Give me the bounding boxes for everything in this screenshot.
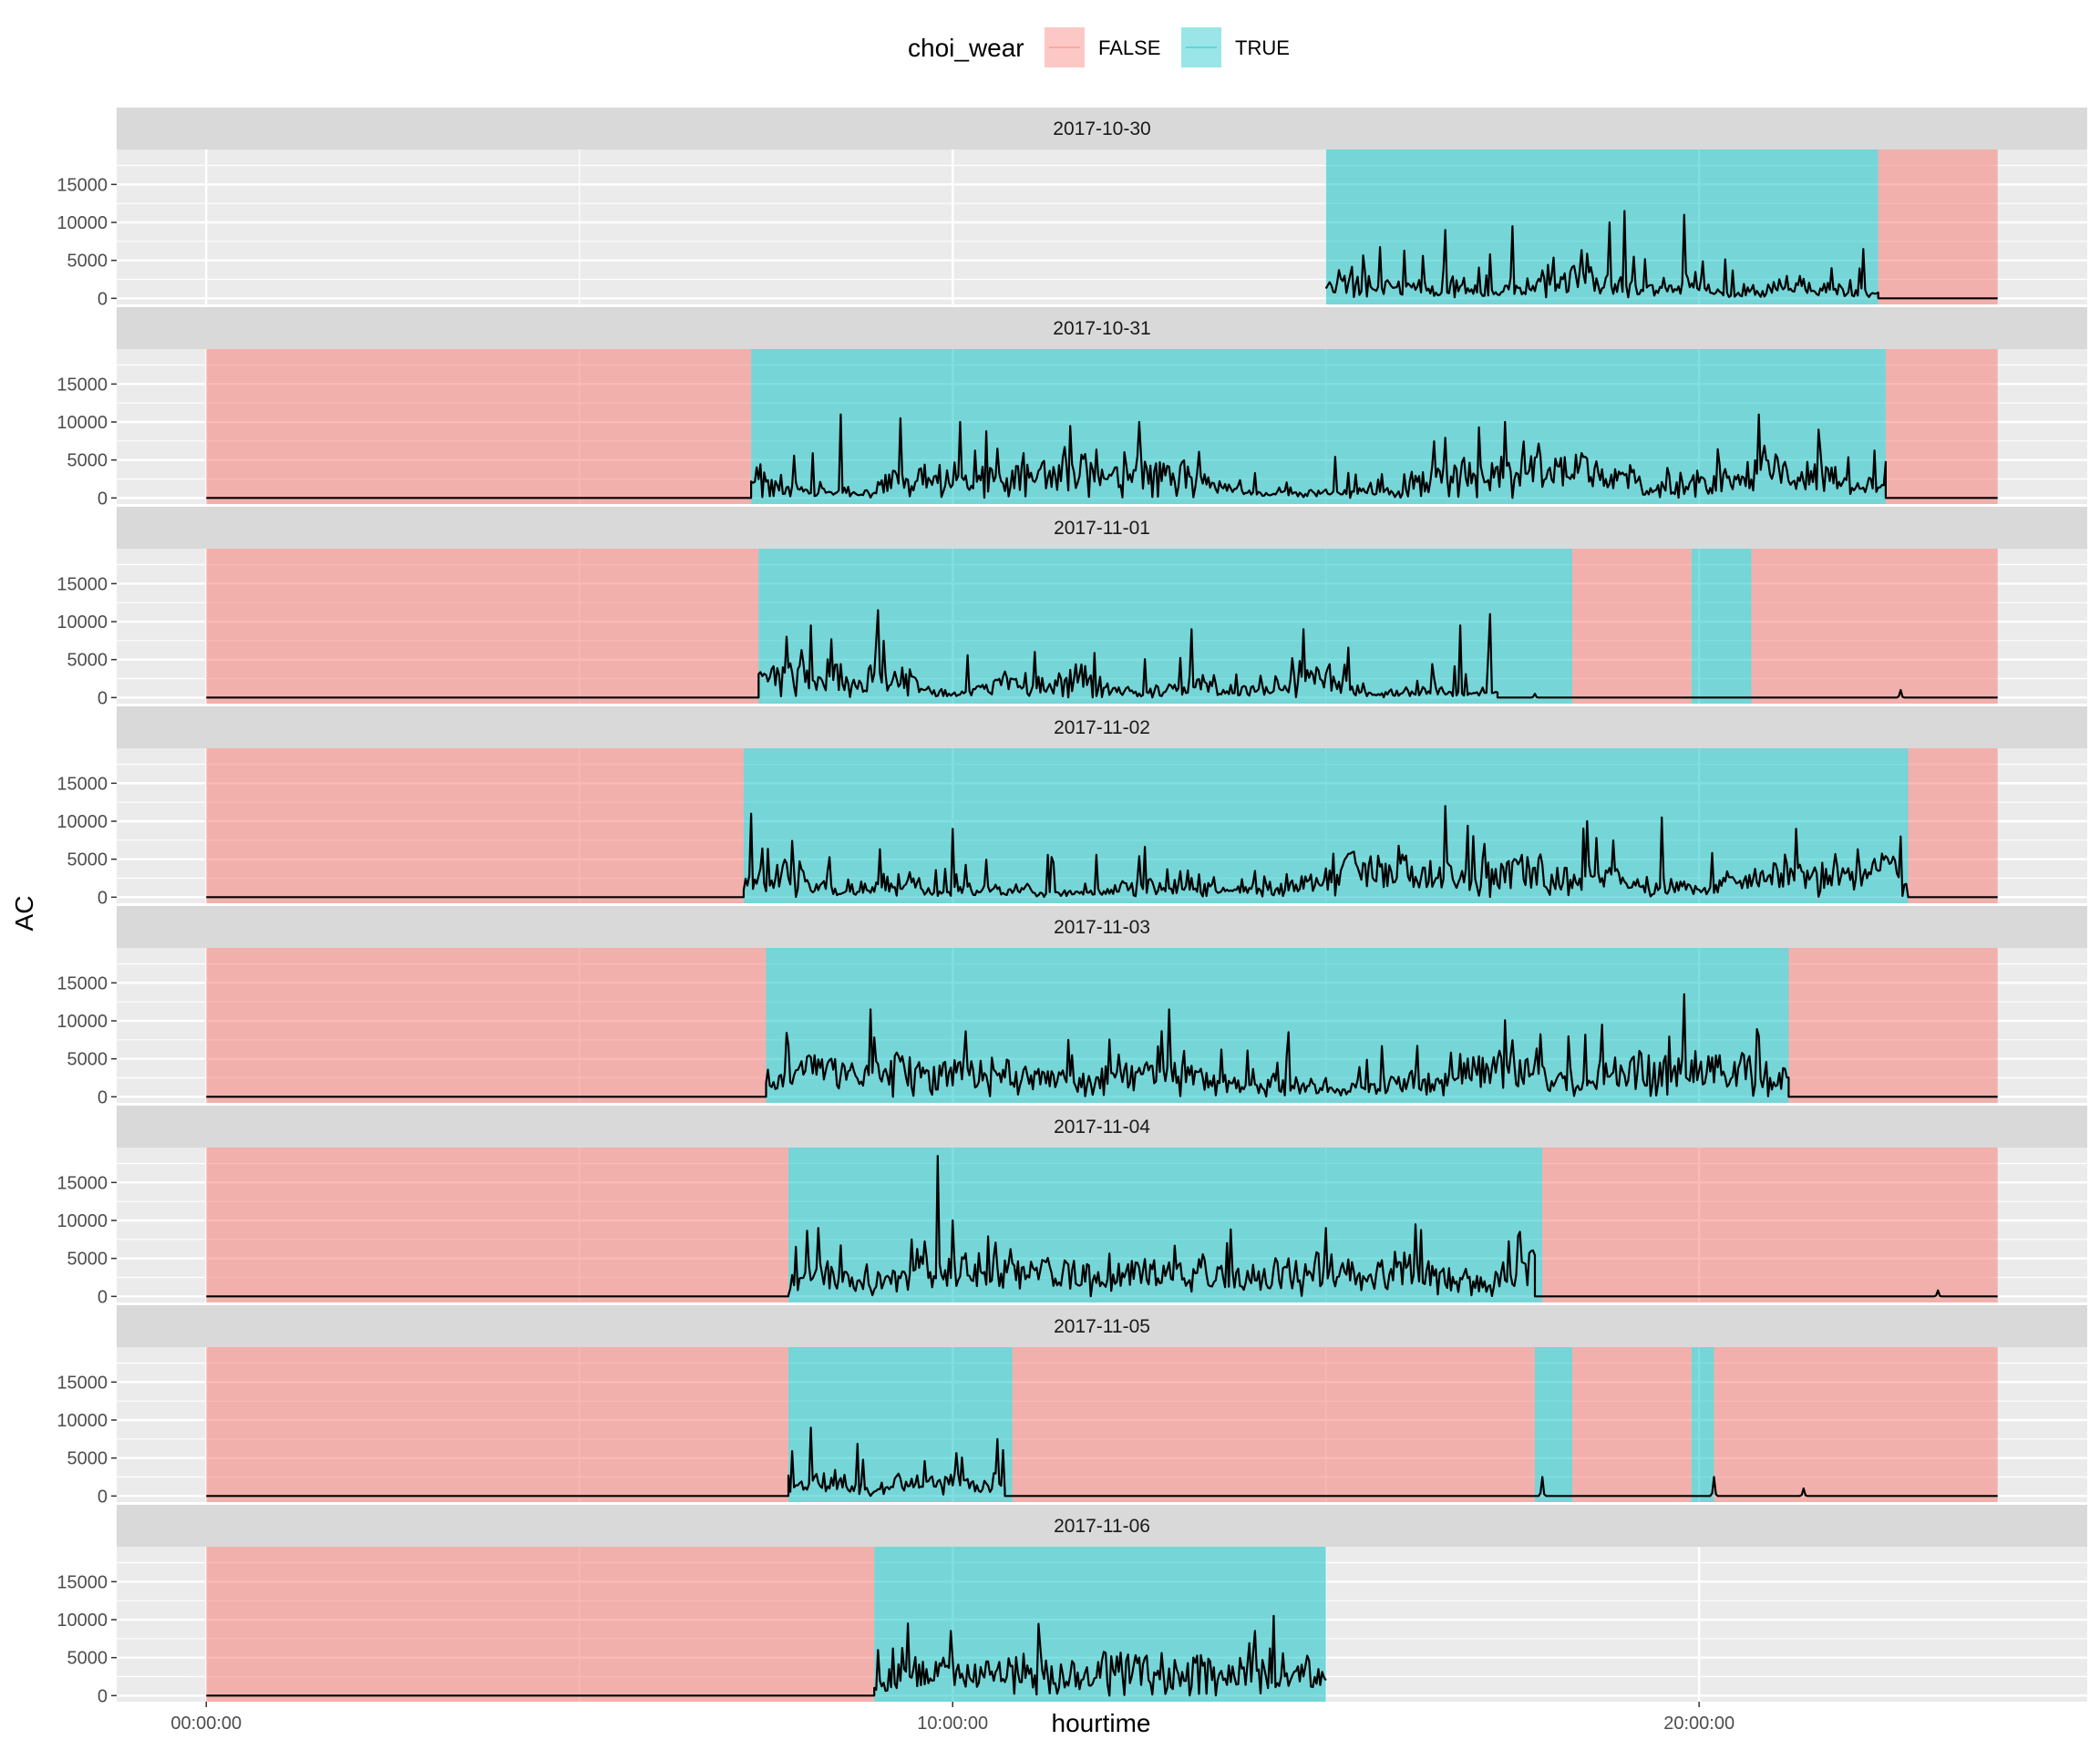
y-tick-label: 5000	[67, 252, 108, 272]
facet-strip-label: 2017-11-05	[1054, 1316, 1150, 1337]
wear-period-false	[1571, 549, 1692, 704]
facet-strip-label: 2017-10-31	[1053, 318, 1150, 339]
y-tick-label: 10000	[57, 213, 108, 233]
y-tick-label: 15000	[57, 973, 108, 993]
y-tick-label: 10000	[57, 612, 108, 633]
facet-strip	[117, 706, 2087, 748]
wear-period-false	[1788, 948, 1998, 1103]
y-tick-label: 10000	[57, 812, 108, 832]
y-tick-label: 15000	[57, 175, 108, 195]
facet-strip	[117, 108, 2087, 149]
facet-panel: 2017-11-02 0 5000 10000 15000	[57, 706, 2087, 908]
facet-strip-label: 2017-11-04	[1054, 1117, 1150, 1138]
wear-period-false	[206, 1547, 875, 1702]
y-tick-label: 10000	[57, 1411, 108, 1431]
ac-line	[1324, 210, 1998, 300]
facet-strip-label: 2017-10-30	[1053, 118, 1150, 139]
ac-line	[206, 1614, 1327, 1697]
ac-line	[206, 993, 1998, 1098]
wear-period-false	[206, 748, 744, 903]
facet-panels: 2017-10-30 0 5000 10000 15000 2017-10-31 0 5000…	[57, 108, 2087, 1706]
y-axis-title: AC	[10, 896, 38, 932]
facet-strip	[117, 507, 2087, 549]
y-tick-label: 5000	[67, 1649, 108, 1669]
y-tick-label: 0	[98, 1487, 108, 1507]
facet-panel: 2017-10-31 0 5000 10000 15000	[57, 307, 2087, 509]
wear-period-false	[206, 948, 767, 1103]
y-tick-label: 0	[98, 1087, 108, 1107]
facet-strip	[117, 1505, 2087, 1547]
facet-strip	[117, 307, 2087, 349]
x-axis-title: hourtime	[1052, 1709, 1151, 1737]
y-tick-label: 5000	[67, 1449, 108, 1469]
legend-label-false: FALSE	[1098, 36, 1160, 59]
x-tick-label: 10:00:00	[917, 1714, 988, 1734]
wear-period-false	[206, 1148, 789, 1302]
y-tick-label: 15000	[57, 375, 108, 395]
legend: choi_wear FALSE TRUE	[908, 27, 1290, 67]
y-tick-label: 5000	[67, 850, 108, 870]
y-tick-label: 15000	[57, 574, 108, 594]
y-tick-label: 0	[98, 888, 108, 908]
wear-period-false	[1542, 1148, 1998, 1302]
y-tick-label: 0	[98, 688, 108, 708]
x-tick-label: 00:00:00	[170, 1714, 242, 1734]
y-tick-label: 15000	[57, 1173, 108, 1193]
wear-period-true	[1325, 149, 1879, 304]
wear-period-true	[1534, 1347, 1572, 1502]
facet-strip	[117, 1305, 2087, 1347]
legend-entry-true: TRUE	[1181, 27, 1290, 67]
ac-line	[206, 413, 1998, 499]
wear-period-false	[1714, 1347, 1998, 1502]
ac-line	[206, 1426, 1998, 1498]
wear-period-false	[206, 549, 759, 704]
wear-period-false	[1878, 149, 1998, 304]
facet-panel: 2017-11-04 0 5000 10000 15000	[57, 1106, 2087, 1307]
y-tick-label: 15000	[57, 1572, 108, 1592]
y-tick-label: 5000	[67, 1250, 108, 1270]
y-tick-label: 15000	[57, 774, 108, 794]
y-tick-label: 0	[98, 289, 108, 309]
y-tick-label: 5000	[67, 651, 108, 671]
facet-panel: 2017-11-01 0 5000 10000 15000	[57, 507, 2087, 708]
y-tick-label: 0	[98, 1287, 108, 1307]
x-axis: 00:00:00 10:00:00 20:00:00	[170, 1702, 1735, 1734]
y-tick-label: 15000	[57, 1373, 108, 1393]
facet-panel: 2017-10-30 0 5000 10000 15000	[57, 108, 2087, 309]
y-tick-label: 0	[98, 489, 108, 509]
wear-period-false	[1751, 549, 1998, 704]
y-tick-label: 5000	[67, 451, 108, 471]
facet-strip	[117, 1106, 2087, 1148]
wear-period-true	[1691, 1347, 1714, 1502]
facet-strip-label: 2017-11-03	[1054, 917, 1150, 938]
legend-entry-false: FALSE	[1045, 27, 1160, 67]
facet-strip-label: 2017-11-01	[1054, 518, 1150, 539]
ac-line	[206, 1155, 1998, 1298]
wear-period-false	[206, 349, 752, 504]
y-tick-label: 10000	[57, 1611, 108, 1631]
wear-period-false	[206, 1347, 789, 1502]
wear-period-false	[1908, 748, 1998, 903]
ac-line	[206, 609, 1998, 699]
y-tick-label: 10000	[57, 413, 108, 433]
y-tick-label: 5000	[67, 1050, 108, 1070]
wear-period-false	[1012, 1347, 1535, 1502]
wear-period-false	[1571, 1347, 1692, 1502]
wear-period-false	[1885, 349, 1998, 504]
facet-panel: 2017-11-03 0 5000 10000 15000	[57, 906, 2087, 1107]
x-tick-label: 20:00:00	[1663, 1714, 1735, 1734]
facet-strip-label: 2017-11-06	[1054, 1516, 1150, 1537]
y-tick-label: 10000	[57, 1012, 108, 1032]
ac-line	[206, 805, 1998, 899]
wear-period-true	[1691, 549, 1752, 704]
facet-strip	[117, 906, 2087, 948]
facet-panel: 2017-11-05 0 5000 10000 15000	[57, 1305, 2087, 1507]
facet-panel: 2017-11-06 0 5000 10000 15000	[57, 1505, 2087, 1706]
legend-title: choi_wear	[908, 34, 1024, 62]
y-tick-label: 0	[98, 1686, 108, 1706]
y-tick-label: 10000	[57, 1211, 108, 1231]
facet-strip-label: 2017-11-02	[1054, 717, 1150, 738]
legend-label-true: TRUE	[1235, 36, 1290, 59]
